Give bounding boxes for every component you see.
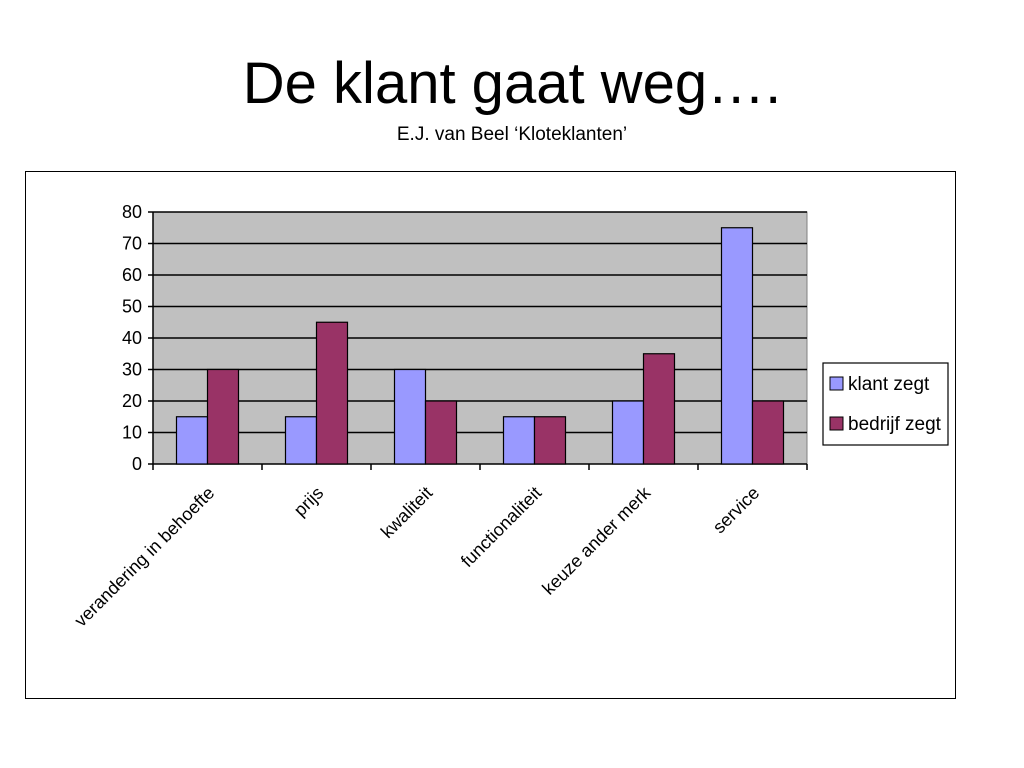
x-category-label: prijs [290, 483, 327, 520]
bar-klant-zegt [175, 416, 209, 465]
y-tick-label: 30 [122, 360, 142, 380]
bar-klant-zegt [611, 400, 645, 465]
bar-bedrijf-zegt [206, 368, 240, 465]
y-tick-label: 0 [132, 454, 142, 474]
y-tick-label: 20 [122, 391, 142, 411]
y-tick-label: 70 [122, 234, 142, 254]
bar-klant-zegt [393, 368, 427, 465]
bar-chart: 0 10 20 30 40 50 60 70 80 verandering in behoefte… [70, 202, 949, 631]
y-tick-label: 80 [122, 202, 142, 222]
legend-label: klant zegt [848, 374, 930, 395]
legend-box [822, 362, 949, 446]
legend-swatch [829, 416, 844, 431]
x-category-label: service [709, 483, 763, 537]
bar-bedrijf-zegt [533, 416, 567, 465]
bar-bedrijf-zegt [424, 400, 458, 465]
y-tick-label: 10 [122, 423, 142, 443]
bar-bedrijf-zegt [642, 353, 676, 465]
slide-subtitle: E.J. van Beel ‘Kloteklanten’ [396, 124, 628, 145]
bar-bedrijf-zegt [751, 400, 785, 465]
bar-klant-zegt [502, 416, 536, 465]
x-category-label: kwaliteit [377, 483, 436, 542]
legend-swatch [829, 376, 844, 391]
x-category-label: keuze ander merk [538, 482, 655, 599]
bar-bedrijf-zegt [315, 321, 349, 465]
y-tick-label: 50 [122, 297, 142, 317]
x-category-label: functionaliteit [457, 483, 545, 571]
y-tick-label: 60 [122, 265, 142, 285]
legend-label: bedrijf zegt [848, 414, 942, 435]
y-tick-label: 40 [122, 328, 142, 348]
bar-klant-zegt [720, 227, 754, 465]
chart-frame: 0 10 20 30 40 50 60 70 80 verandering in behoefte… [25, 171, 956, 699]
bar-klant-zegt [284, 416, 318, 465]
x-category-label: verandering in behoefte [70, 483, 218, 631]
slide-title: De klant gaat weg…. [242, 51, 782, 116]
